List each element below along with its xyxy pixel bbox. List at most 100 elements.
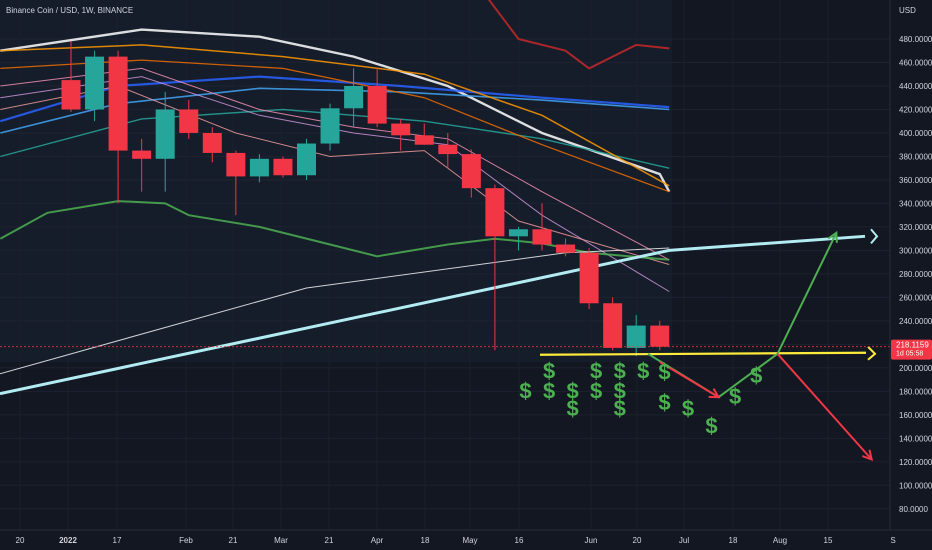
dollar-sign: $	[590, 378, 602, 403]
candle-body	[556, 244, 576, 253]
candle-body	[320, 108, 340, 144]
x-tick-label: 20	[16, 536, 25, 545]
x-tick-label: Jul	[679, 536, 689, 545]
candle-body	[414, 135, 434, 145]
candle-body	[273, 158, 293, 176]
candle-body	[108, 56, 128, 151]
candle-body	[155, 109, 175, 159]
support-line	[0, 346, 890, 361]
candle-body	[438, 144, 458, 155]
dollar-sign: $	[543, 378, 555, 403]
y-tick-label: 120.0000	[899, 458, 932, 467]
candle-body	[508, 229, 528, 237]
x-tick-label: 20	[633, 536, 642, 545]
candle-body	[367, 85, 387, 124]
x-tick-label: Apr	[371, 536, 384, 545]
dollar-sign: $	[705, 414, 717, 439]
price-tag-countdown: 1d 05:58	[896, 351, 923, 358]
candle-body	[344, 85, 364, 109]
projection-arrow-head	[708, 388, 721, 399]
x-axis-ticks: 20 2022 17 Feb 21 Mar 21 Apr 18 May 16 Jun 20 Jul 18 Au…	[16, 536, 896, 545]
x-tick-label: Aug	[773, 536, 787, 545]
dollar-sign: $	[566, 378, 578, 403]
candle-body	[226, 152, 246, 177]
ma-line	[487, 0, 670, 70]
dollar-sign: $	[519, 378, 531, 403]
x-tick-label: 18	[729, 536, 738, 545]
long-trend-line	[0, 228, 879, 396]
y-tick-label: 360.0000	[899, 176, 932, 185]
trend-line-teal	[0, 234, 866, 396]
dollar-sign: $	[658, 360, 670, 385]
trend-arrow-head	[870, 228, 879, 245]
x-tick-label: 18	[421, 536, 430, 545]
projection-arrow-head	[861, 449, 874, 462]
y-tick-label: 260.0000	[899, 293, 932, 302]
candle-body	[485, 188, 505, 237]
projection-arrows	[647, 230, 874, 462]
ma-line	[0, 44, 670, 187]
y-tick-label: 180.0000	[899, 387, 932, 396]
price-tag-background	[891, 339, 932, 360]
candle-body	[85, 56, 105, 110]
dollar-sign: $	[543, 358, 555, 383]
dollar-sign: $	[637, 358, 649, 383]
dollar-sign: $	[682, 396, 694, 421]
x-tick-label: 21	[325, 536, 334, 545]
dollar-sign: $	[566, 396, 578, 421]
symbol-title: Binance Coin / USD, 1W, BINANCE	[6, 6, 133, 15]
y-tick-label: 100.0000	[899, 481, 932, 490]
y-axis-panel[interactable]	[890, 0, 932, 530]
trend-line-white	[0, 247, 670, 375]
x-tick-label: 16	[515, 536, 524, 545]
y-tick-label: 240.0000	[899, 317, 932, 326]
dollar-sign: $	[750, 363, 762, 388]
y-tick-label: 300.0000	[899, 246, 932, 255]
x-tick-label: Jun	[585, 536, 598, 545]
dollar-signs: $ $ $ $$ $ $ $ $$ $$$ $$$$	[519, 358, 762, 438]
price-tag: 218.1159 1d 05:58	[891, 339, 932, 360]
x-tick-label: 21	[229, 536, 238, 545]
y-tick-label: 320.0000	[899, 223, 932, 232]
ma-line	[0, 67, 670, 261]
candle-body	[650, 325, 670, 347]
y-tick-label: 340.0000	[899, 199, 932, 208]
dollar-sign: $	[614, 358, 626, 383]
projection-arrow-head	[827, 230, 838, 243]
candle-body	[132, 150, 152, 159]
candle-body	[579, 252, 599, 304]
candle-body	[461, 154, 481, 189]
x-tick-label: Mar	[274, 536, 288, 545]
x-axis-panel[interactable]	[0, 530, 932, 550]
candle-body	[626, 325, 646, 348]
currency-label: USD	[899, 6, 916, 15]
x-tick-label: 15	[824, 536, 833, 545]
candles	[61, 41, 670, 357]
candle-body	[532, 229, 552, 245]
support-arrow-head	[867, 346, 877, 361]
y-tick-label: 80.0000	[899, 505, 928, 514]
x-tick-label: Feb	[179, 536, 193, 545]
candle-body	[179, 109, 199, 133]
y-tick-label: 460.0000	[899, 58, 932, 67]
y-tick-label: 440.0000	[899, 82, 932, 91]
candle-body	[603, 303, 623, 348]
projection-path	[776, 353, 873, 461]
y-axis-ticks: 480.0000 460.0000 440.0000 420.0000 400.0000…	[899, 35, 932, 514]
dollar-sign: $	[614, 378, 626, 403]
y-tick-label: 140.0000	[899, 434, 932, 443]
support-line-stroke	[539, 351, 867, 356]
dollar-sign: $	[614, 396, 626, 421]
y-tick-label: 480.0000	[899, 35, 932, 44]
y-tick-label: 380.0000	[899, 152, 932, 161]
y-tick-label: 420.0000	[899, 105, 932, 114]
x-tick-label: S	[890, 536, 895, 545]
x-tick-label: 17	[113, 536, 122, 545]
y-tick-label: 280.0000	[899, 270, 932, 279]
candle-body	[391, 123, 411, 136]
dollar-sign: $	[729, 384, 741, 409]
y-tick-label: 200.0000	[899, 364, 932, 373]
dollar-sign: $	[658, 390, 670, 415]
candle-body	[61, 80, 81, 110]
